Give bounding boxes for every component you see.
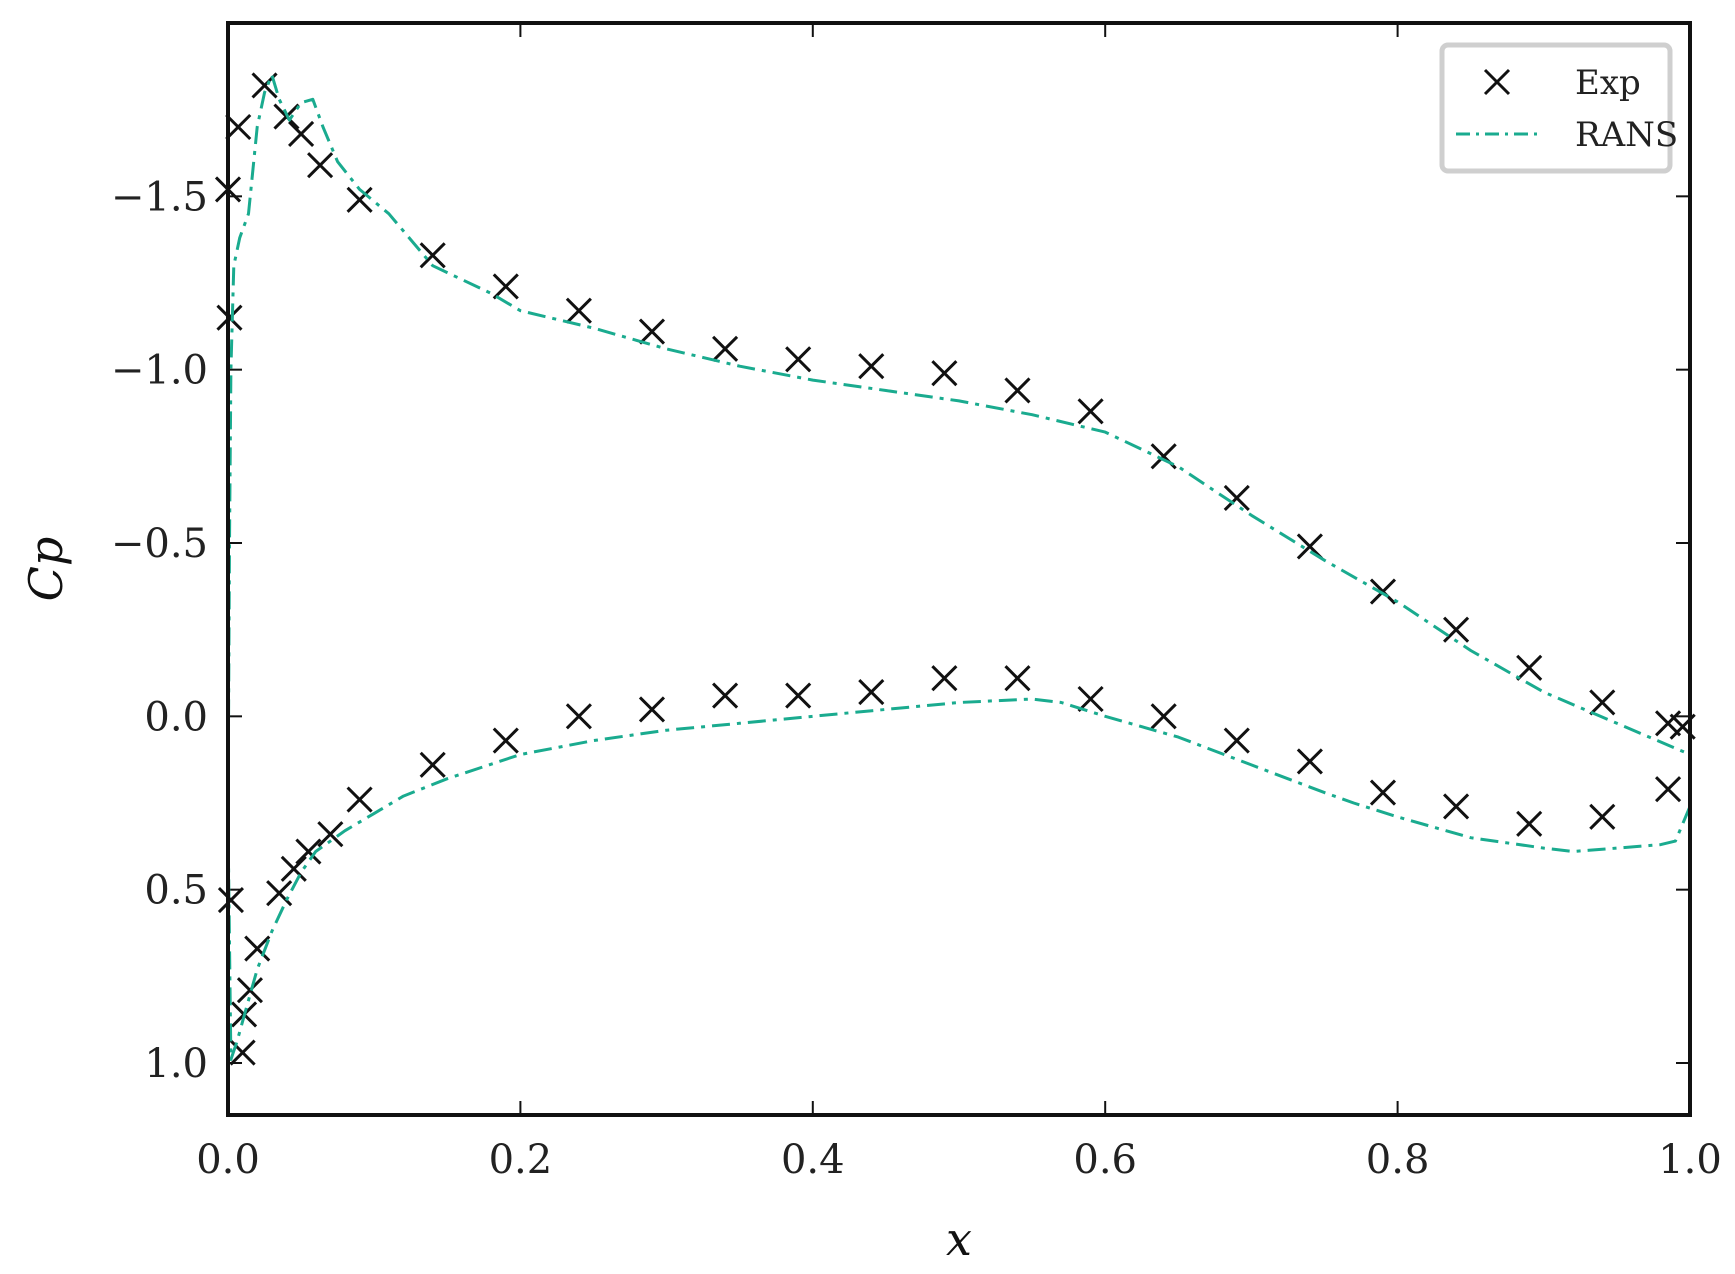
exp-data-point <box>1077 685 1104 713</box>
legend-label-exp: Exp <box>1575 63 1641 103</box>
axes-layer: 0.0 0.2 0.4 0.6 0.8 1.0 −1.5 −1.0 −0.5 0.0 0.5 1.0 <box>111 23 1722 1183</box>
x-tick-label: 0.4 <box>781 1137 845 1183</box>
y-axis-title: Cp <box>19 537 73 602</box>
series-layer <box>214 72 1696 1066</box>
exp-data-point <box>858 353 885 380</box>
exp-data-point <box>712 682 739 709</box>
exp-data-point <box>492 727 519 754</box>
exp-data-point <box>244 935 271 962</box>
y-tick-label: 0.5 <box>144 868 208 914</box>
exp-data-point <box>785 682 812 709</box>
exp-data-point <box>565 297 592 324</box>
exp-data-point <box>1296 748 1323 775</box>
legend-marker-exp <box>1483 68 1511 96</box>
exp-data-point <box>858 679 885 706</box>
exp-data-point <box>346 186 373 213</box>
exp-data-point <box>492 273 519 300</box>
exp-data-point <box>1516 810 1543 837</box>
exp-data-point <box>280 855 307 882</box>
plot-frame <box>226 21 1692 1117</box>
exp-data-point <box>1150 703 1177 730</box>
exp-data-point <box>1516 654 1543 681</box>
exp-data-point <box>1004 377 1031 404</box>
exp-data-point <box>1443 616 1470 643</box>
exp-data-point <box>419 242 446 269</box>
x-tick-label: 0.0 <box>196 1137 260 1183</box>
x-tick-label: 0.2 <box>489 1137 553 1183</box>
exp-data-point <box>1589 803 1616 830</box>
exp-data-point <box>1655 776 1682 803</box>
exp-data-point <box>565 703 592 730</box>
exp-data-point <box>1004 665 1031 692</box>
exp-data-point <box>638 318 666 345</box>
exp-data-point <box>638 696 666 723</box>
exp-data-point <box>346 786 373 813</box>
y-tick-label: 1.0 <box>144 1041 208 1087</box>
exp-data-point <box>931 360 958 387</box>
exp-data-point <box>295 838 322 865</box>
exp-data-point <box>266 880 293 907</box>
x-tick-label: 0.6 <box>1073 1137 1137 1183</box>
y-tick-label: 0.0 <box>144 694 208 740</box>
x-axis-title: x <box>946 1212 972 1266</box>
y-tick-label: −0.5 <box>111 521 208 567</box>
y-tick-label: −1.0 <box>111 348 208 394</box>
exp-data-point <box>317 821 344 848</box>
exp-data-point <box>1369 779 1397 806</box>
exp-data-point <box>1443 793 1470 820</box>
exp-data-point <box>712 335 739 362</box>
exp-data-point <box>225 113 252 141</box>
exp-data-point <box>1223 484 1250 511</box>
rans-series-line <box>226 73 1692 1061</box>
exp-data-point <box>419 751 446 778</box>
legend-label-rans: RANS <box>1575 115 1678 155</box>
x-tick-label: 0.8 <box>1366 1137 1430 1183</box>
exp-data-point <box>1223 727 1250 754</box>
legend-box <box>1439 42 1673 174</box>
exp-data-point <box>288 120 315 147</box>
exp-data-point <box>307 152 334 179</box>
exp-data-point <box>1077 398 1104 425</box>
exp-data-point <box>1589 689 1616 716</box>
exp-data-point <box>217 887 244 914</box>
x-tick-label: 1.0 <box>1658 1137 1722 1183</box>
exp-data-point <box>1369 578 1397 605</box>
exp-data-point <box>931 665 958 692</box>
exp-data-point <box>785 346 812 373</box>
legend: Exp RANS <box>1439 42 1678 174</box>
y-tick-label: −1.5 <box>111 174 208 220</box>
